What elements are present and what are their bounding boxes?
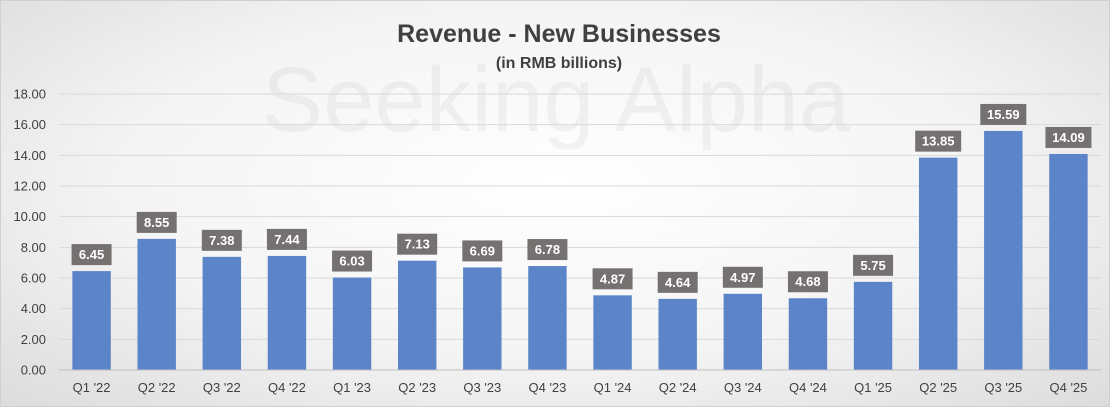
bar bbox=[72, 271, 111, 370]
data-label-box bbox=[657, 271, 698, 293]
x-tick-label: Q3 '23 bbox=[463, 380, 501, 395]
data-label-box bbox=[915, 130, 962, 152]
data-label-box bbox=[397, 233, 438, 255]
chart-subtitle: (in RMB billions) bbox=[496, 55, 622, 72]
data-label-box bbox=[1045, 126, 1092, 148]
y-tick-label: 16.00 bbox=[13, 117, 46, 132]
x-axis: Q1 '22 Q2 '22 Q3 '22 Q4 '22 Q1 '23 Q2 '23 Q3 '… bbox=[59, 369, 1101, 395]
x-tick-label: Q4 '24 bbox=[789, 380, 827, 395]
x-tick-label: Q1 '23 bbox=[333, 380, 371, 395]
bar bbox=[137, 238, 176, 370]
watermark: Seeking Alpha bbox=[262, 49, 851, 151]
y-tick-label: 14.00 bbox=[13, 148, 46, 163]
bar bbox=[1049, 153, 1088, 370]
bar bbox=[918, 157, 958, 370]
x-tick-label: Q2 '23 bbox=[398, 380, 436, 395]
data-label-box bbox=[71, 244, 112, 266]
data-label-box bbox=[787, 271, 828, 293]
data-label: 4.68 bbox=[795, 274, 820, 289]
data-label-box bbox=[201, 229, 242, 251]
bar bbox=[593, 295, 632, 370]
data-label: 4.97 bbox=[730, 270, 755, 285]
data-label-box bbox=[527, 239, 568, 261]
data-labels: 6.45 8.55 7.38 7.44 6.03 7.13 6.69 6.78 4.87 4.64… bbox=[71, 103, 1092, 293]
x-tick-label: Q3 '24 bbox=[724, 380, 762, 395]
data-label: 6.69 bbox=[470, 243, 495, 258]
data-label-box bbox=[136, 211, 177, 233]
data-label-box bbox=[722, 266, 763, 288]
y-tick-label: 10.00 bbox=[13, 209, 46, 224]
data-label: 8.55 bbox=[144, 215, 169, 230]
x-tick-label: Q1 '22 bbox=[73, 380, 111, 395]
x-tick-label: Q4 '23 bbox=[528, 380, 566, 395]
bar bbox=[658, 298, 697, 370]
y-tick-label: 0.00 bbox=[21, 363, 46, 378]
bar bbox=[332, 277, 372, 370]
data-label: 7.13 bbox=[405, 237, 430, 252]
x-tick-label: Q4 '22 bbox=[268, 380, 306, 395]
data-label-box bbox=[332, 250, 373, 272]
y-tick-label: 12.00 bbox=[13, 179, 46, 194]
x-tick-label: Q1 '25 bbox=[854, 380, 892, 395]
x-tick-label: Q2 '25 bbox=[919, 380, 957, 395]
y-tick-label: 6.00 bbox=[21, 271, 46, 286]
y-axis: 0.00 2.00 4.00 6.00 8.00 10.00 12.00 14.00 16.00… bbox=[13, 87, 46, 378]
y-tick-label: 2.00 bbox=[21, 332, 46, 347]
bar bbox=[463, 267, 502, 370]
x-tick-label: Q3 '22 bbox=[203, 380, 241, 395]
y-tick-label: 4.00 bbox=[21, 301, 46, 316]
data-label: 14.09 bbox=[1052, 130, 1085, 145]
x-tick-label: Q3 '25 bbox=[984, 380, 1022, 395]
data-label-box bbox=[853, 254, 894, 276]
x-tick-label: Q2 '24 bbox=[659, 380, 697, 395]
bar bbox=[202, 256, 242, 370]
data-label: 5.75 bbox=[860, 258, 885, 273]
bar bbox=[984, 130, 1023, 370]
data-label: 7.44 bbox=[274, 232, 300, 247]
data-label: 15.59 bbox=[987, 107, 1020, 122]
bar bbox=[723, 293, 763, 370]
data-label-box bbox=[980, 103, 1027, 125]
data-label: 6.45 bbox=[79, 247, 104, 262]
data-label: 4.87 bbox=[600, 271, 625, 286]
y-tick-label: 18.00 bbox=[13, 87, 46, 102]
data-label-box bbox=[266, 228, 307, 250]
x-tick-label: Q4 '25 bbox=[1049, 380, 1087, 395]
y-tick-label: 8.00 bbox=[21, 240, 46, 255]
data-label: 6.78 bbox=[535, 242, 560, 257]
chart-title: Revenue - New Businesses bbox=[397, 20, 721, 48]
data-label-box bbox=[592, 268, 633, 290]
bar bbox=[397, 260, 437, 370]
bars bbox=[72, 130, 1088, 370]
data-label: 13.85 bbox=[922, 134, 955, 149]
data-label: 7.38 bbox=[209, 233, 234, 248]
bar bbox=[853, 281, 893, 370]
bar bbox=[267, 255, 307, 370]
bar bbox=[528, 266, 567, 370]
data-label-box bbox=[462, 240, 503, 262]
x-tick-label: Q1 '24 bbox=[594, 380, 632, 395]
data-label: 6.03 bbox=[339, 254, 364, 269]
x-tick-label: Q2 '22 bbox=[138, 380, 176, 395]
bar bbox=[788, 298, 828, 370]
data-label: 4.64 bbox=[665, 275, 691, 290]
